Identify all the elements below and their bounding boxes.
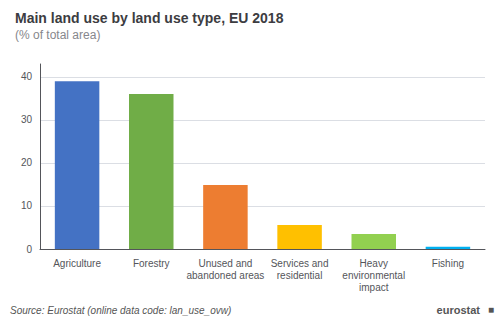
- svg-text:Heavy: Heavy: [360, 258, 388, 269]
- svg-text:Forestry: Forestry: [133, 258, 170, 269]
- svg-text:residential: residential: [277, 270, 323, 281]
- svg-text:10: 10: [21, 200, 33, 211]
- svg-text:0: 0: [26, 244, 32, 255]
- svg-text:30: 30: [21, 114, 33, 125]
- svg-text:40: 40: [21, 71, 33, 82]
- svg-text:■: ■: [488, 304, 494, 315]
- svg-text:(% of total area): (% of total area): [15, 28, 100, 42]
- svg-text:eurostat: eurostat: [437, 304, 481, 316]
- svg-text:Source: Eurostat (online data: Source: Eurostat (online data code: lan_…: [10, 305, 231, 316]
- svg-text:20: 20: [21, 157, 33, 168]
- svg-text:Main land use by land use type: Main land use by land use type, EU 2018: [15, 10, 284, 26]
- svg-text:Fishing: Fishing: [432, 258, 464, 269]
- svg-text:abandoned areas: abandoned areas: [186, 270, 264, 281]
- svg-text:Unused and: Unused and: [198, 258, 252, 269]
- svg-text:Services and: Services and: [271, 258, 329, 269]
- svg-text:impact: impact: [359, 282, 389, 293]
- svg-text:Agriculture: Agriculture: [53, 258, 101, 269]
- svg-text:environmental: environmental: [342, 270, 405, 281]
